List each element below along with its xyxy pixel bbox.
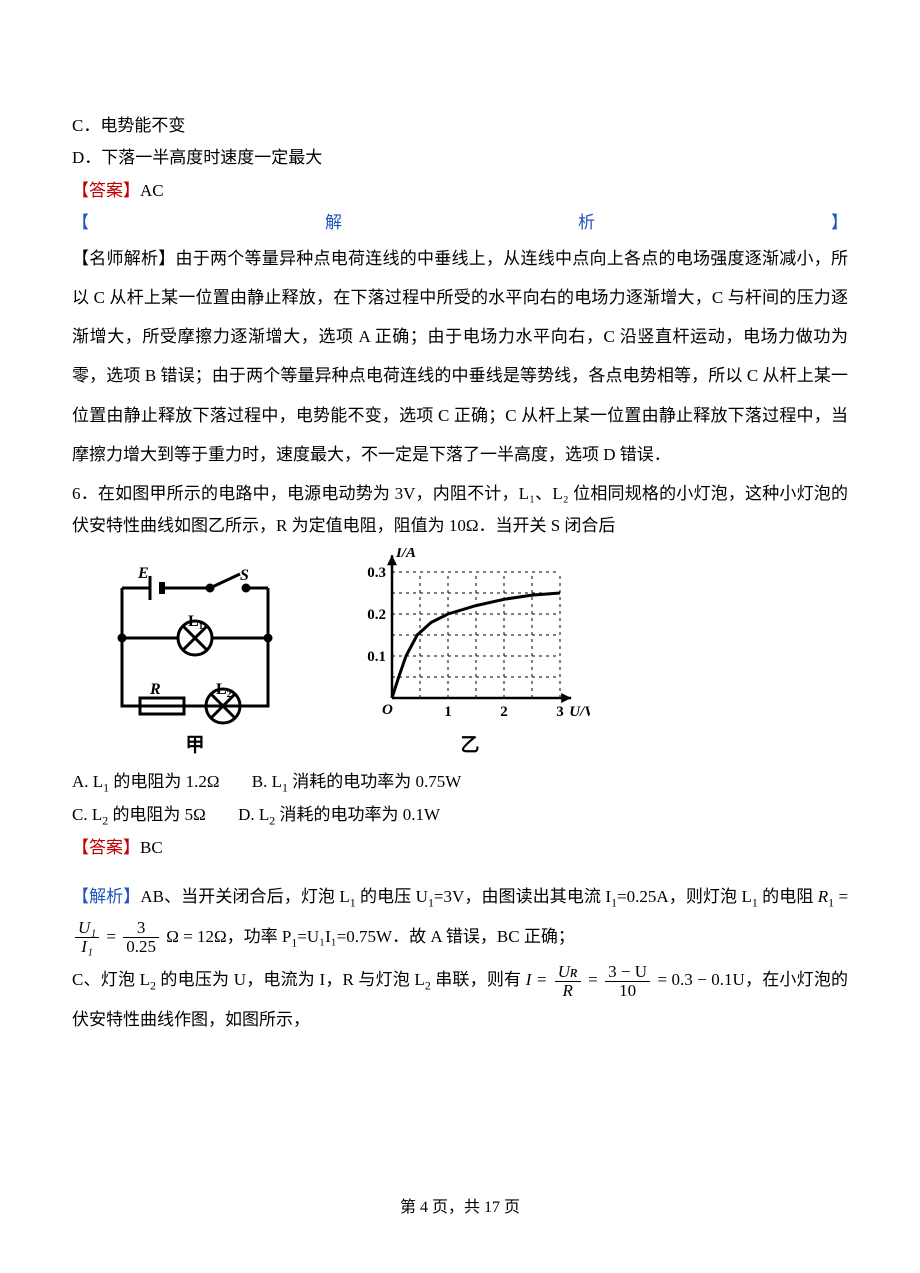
footer-text: 第 bbox=[400, 1199, 420, 1216]
footer-text: 页，共 bbox=[428, 1199, 484, 1216]
caption-yi: 乙 bbox=[460, 728, 479, 764]
opt-text: 消耗的电功率为 0.1W bbox=[275, 805, 440, 824]
fraction: 3 − U 10 bbox=[605, 963, 650, 1000]
text: 的电压 U bbox=[356, 887, 428, 906]
text: 的电压为 U，电流为 I，R 与灯泡 L bbox=[156, 970, 425, 989]
text: 的电阻 bbox=[758, 887, 814, 906]
eq-lhs: I = bbox=[526, 970, 548, 989]
fraction: 3 0.25 bbox=[123, 919, 159, 956]
explanation-6-c: C、灯泡 L2 的电压为 U，电流为 I，R 与灯泡 L2 串联，则有 I = … bbox=[72, 960, 848, 1039]
svg-text:0.1: 0.1 bbox=[367, 649, 386, 665]
opt-text: 消耗的电功率为 0.75W bbox=[288, 772, 461, 791]
explain-label: 【解析】 bbox=[72, 887, 140, 906]
svg-text:3: 3 bbox=[556, 704, 564, 720]
page: C．电势能不变 D．下落一半高度时速度一定最大 【答案】AC 【 解 析 】 【… bbox=[0, 0, 920, 1273]
q6-option-d: D. L2 消耗的电功率为 0.1W bbox=[238, 799, 440, 832]
text: =3V，由图读出其电流 I bbox=[434, 887, 611, 906]
q6-options-row1: A. L1 的电阻为 1.2Ω B. L1 消耗的电功率为 0.75W bbox=[72, 766, 848, 799]
text: ，功率 P bbox=[227, 927, 292, 946]
numerator: 3 − U bbox=[605, 963, 650, 982]
eq-rhs: = 0.3 − 0.1U bbox=[657, 970, 744, 989]
denominator: 0.25 bbox=[123, 938, 159, 956]
option-c: C．电势能不变 bbox=[72, 110, 848, 142]
opt-text: 的电阻为 5Ω bbox=[108, 805, 206, 824]
answer-value: BC bbox=[140, 838, 163, 857]
text: C、灯泡 L bbox=[72, 970, 150, 989]
denominator: 10 bbox=[605, 982, 650, 1000]
answer-5: 【答案】AC bbox=[72, 175, 848, 207]
opt-text: C. L bbox=[72, 805, 102, 824]
q6-option-c: C. L2 的电阻为 5Ω bbox=[72, 799, 206, 832]
figure-circuit: E S L₁ L₂ R 甲 bbox=[100, 566, 290, 764]
analysis-char-1: 解 bbox=[325, 207, 342, 239]
bracket-close: 】 bbox=[831, 207, 848, 239]
opt-text: D. L bbox=[238, 805, 269, 824]
q6-options-row2: C. L2 的电阻为 5Ω D. L2 消耗的电功率为 0.1W bbox=[72, 799, 848, 832]
answer-label: 【答案】 bbox=[72, 181, 140, 200]
opt-text: A. L bbox=[72, 772, 103, 791]
numerator: U₁ bbox=[75, 919, 99, 938]
label-L1: L₁ bbox=[188, 613, 204, 630]
svg-text:1: 1 bbox=[444, 704, 452, 720]
spacer bbox=[72, 865, 848, 877]
footer-text: 页 bbox=[500, 1199, 520, 1216]
text: 串联，则有 bbox=[431, 970, 526, 989]
svg-text:I/A: I/A bbox=[395, 548, 416, 561]
q6-option-a: A. L1 的电阻为 1.2Ω bbox=[72, 766, 220, 799]
circuit-svg: E S L₁ L₂ R bbox=[100, 566, 290, 726]
opt-text: 的电阻为 1.2Ω bbox=[109, 772, 219, 791]
option-d: D．下落一半高度时速度一定最大 bbox=[72, 142, 848, 174]
label-R: R bbox=[149, 681, 161, 698]
label-L2: L₂ bbox=[216, 681, 232, 698]
analysis-char-2: 析 bbox=[578, 207, 595, 239]
bracket-open: 【 bbox=[72, 207, 89, 239]
figures-row: E S L₁ L₂ R 甲 1 2 3 0.1 0.2 0.3 O I/A U/V 乙 bbox=[100, 548, 848, 764]
numerator: 3 bbox=[123, 919, 159, 938]
opt-text: B. L bbox=[252, 772, 282, 791]
text: AB、当开关闭合后，灯泡 L bbox=[140, 887, 349, 906]
chart-svg: 1 2 3 0.1 0.2 0.3 O I/A U/V bbox=[350, 548, 590, 726]
page-footer: 第 4 页，共 17 页 bbox=[0, 1193, 920, 1223]
figure-chart: 1 2 3 0.1 0.2 0.3 O I/A U/V 乙 bbox=[350, 548, 590, 764]
svg-text:U/V: U/V bbox=[569, 704, 590, 720]
footer-page-number: 4 bbox=[420, 1199, 428, 1216]
svg-text:O: O bbox=[382, 702, 393, 718]
label-S: S bbox=[240, 567, 249, 584]
explain-label: 【名师解析】 bbox=[72, 249, 176, 268]
fraction: U₁ I₁ bbox=[75, 919, 99, 956]
fraction: Uʀ R bbox=[555, 963, 581, 1000]
answer-label: 【答案】 bbox=[72, 838, 140, 857]
label-E: E bbox=[137, 566, 149, 582]
numerator: Uʀ bbox=[555, 963, 581, 982]
caption-jia: 甲 bbox=[185, 728, 204, 764]
svg-text:2: 2 bbox=[500, 704, 508, 720]
text: =0.25A，则灯泡 L bbox=[617, 887, 752, 906]
analysis-heading: 【 解 析 】 bbox=[72, 207, 848, 239]
q6-option-b: B. L1 消耗的电功率为 0.75W bbox=[252, 766, 461, 799]
eq-lhs: R bbox=[818, 887, 828, 906]
denominator: I₁ bbox=[75, 938, 99, 956]
svg-text:0.2: 0.2 bbox=[367, 607, 386, 623]
svg-text:0.3: 0.3 bbox=[367, 565, 386, 581]
eq-rhs: Ω = 12Ω bbox=[166, 927, 226, 946]
explanation-5: 【名师解析】由于两个等量异种点电荷连线的中垂线上，从连线中点向上各点的电场强度逐… bbox=[72, 239, 848, 474]
explanation-6-ab: 【解析】AB、当开关闭合后，灯泡 L1 的电压 U1=3V，由图读出其电流 I1… bbox=[72, 877, 848, 957]
explain-text: 由于两个等量异种点电荷连线的中垂线上，从连线中点向上各点的电场强度逐渐减小，所以… bbox=[72, 249, 848, 463]
answer-value: AC bbox=[140, 181, 164, 200]
text: =U₁I₁=0.75W．故 A 错误，BC 正确； bbox=[297, 927, 575, 946]
answer-6: 【答案】BC bbox=[72, 832, 848, 864]
footer-total-pages: 17 bbox=[484, 1199, 500, 1216]
denominator: R bbox=[555, 982, 581, 1000]
question-6-stem: 6．在如图甲所示的电路中，电源电动势为 3V，内阻不计，L₁、L₂ 位相同规格的… bbox=[72, 478, 848, 543]
